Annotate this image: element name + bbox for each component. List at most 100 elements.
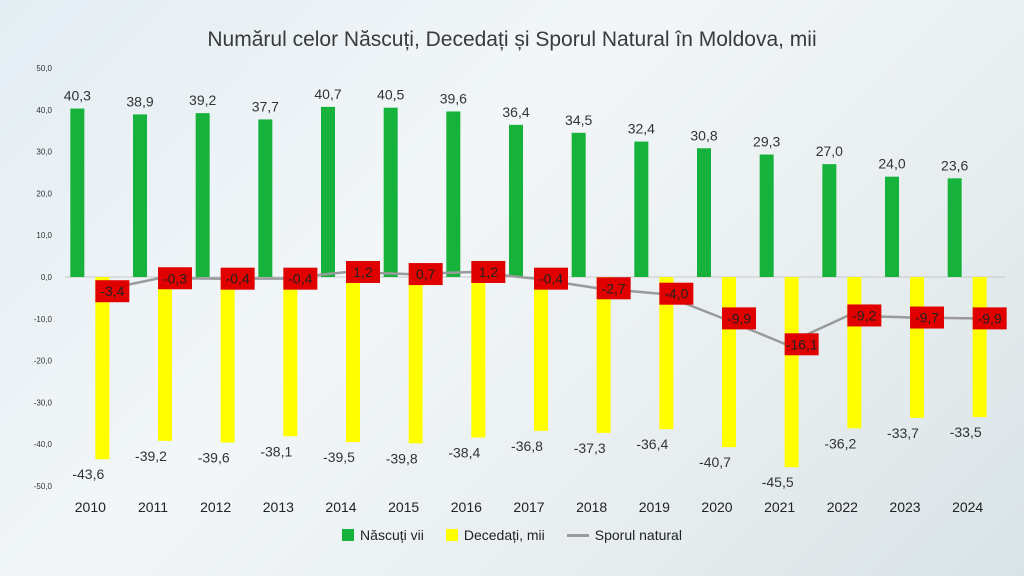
data-label-deaths: -45,5 — [762, 474, 794, 490]
legend-swatch — [566, 533, 589, 537]
bar-born — [885, 176, 899, 277]
data-label-deaths: -36,2 — [824, 435, 856, 451]
bar-deaths — [408, 277, 423, 444]
data-label-deaths: -37,3 — [574, 440, 606, 456]
bar-born — [509, 124, 523, 278]
bar-born — [697, 148, 711, 277]
data-label-deaths: -38,4 — [448, 445, 480, 461]
data-label-deaths: -39,2 — [135, 448, 167, 464]
bar-born — [759, 154, 774, 277]
x-tick-label: 2016 — [451, 499, 482, 515]
legend-label: Decedați, mii — [463, 527, 545, 543]
y-tick-label: 30,0 — [36, 148, 52, 157]
data-label-deaths: -43,6 — [72, 466, 104, 482]
data-label-born: 39,6 — [440, 90, 467, 106]
data-label-box-natural — [346, 260, 380, 283]
y-tick-label: -20,0 — [34, 357, 53, 366]
x-tick-label: 2022 — [827, 499, 858, 515]
y-tick-label: 0,0 — [41, 273, 53, 282]
data-label-natural: -9,9 — [978, 310, 1002, 326]
x-tick-label: 2011 — [138, 499, 168, 515]
x-tick-label: 2017 — [513, 499, 544, 515]
bar-deaths — [910, 277, 924, 418]
data-label-deaths: -39,8 — [386, 450, 418, 466]
bar-deaths — [847, 277, 862, 429]
bar-born — [571, 132, 586, 277]
data-label-natural: 1,2 — [353, 264, 373, 280]
data-label-natural: -9,7 — [915, 310, 939, 326]
data-label-natural: -16,1 — [786, 336, 818, 352]
data-label-box-natural — [596, 277, 631, 300]
bar-born — [70, 108, 85, 278]
bar-deaths — [596, 277, 611, 433]
legend-item: Sporul natural — [566, 527, 682, 543]
data-label-box-natural — [972, 307, 1007, 330]
data-label-natural: -9,9 — [727, 310, 751, 326]
bar-born — [321, 106, 335, 278]
bar-deaths — [534, 277, 548, 431]
x-tick-label: 2014 — [325, 499, 356, 515]
data-label-deaths: -39,6 — [198, 450, 230, 466]
y-tick-label: -30,0 — [34, 398, 53, 407]
bar-deaths — [158, 277, 172, 441]
bar-born — [133, 114, 147, 277]
bar-born — [947, 178, 962, 277]
bar-deaths — [784, 277, 799, 468]
data-label-natural: -0,4 — [226, 271, 250, 287]
x-tick-label: 2023 — [889, 499, 920, 515]
bar-born — [195, 113, 210, 277]
x-tick-label: 2013 — [263, 499, 294, 515]
bar-deaths — [283, 277, 298, 437]
data-label-deaths: -36,8 — [511, 438, 543, 454]
data-label-deaths: -39,5 — [323, 449, 355, 465]
data-label-natural: -9,2 — [852, 307, 876, 323]
data-label-box-natural — [220, 267, 255, 290]
data-label-natural: 1,2 — [479, 264, 499, 280]
data-label-box-natural — [722, 307, 756, 330]
data-label-born: 32,4 — [628, 121, 655, 137]
y-tick-label: 50,0 — [36, 64, 52, 73]
bar-born — [822, 164, 837, 277]
bar-deaths — [972, 277, 987, 418]
bar-born — [446, 111, 461, 277]
legend-item: Decedați, mii — [445, 527, 545, 543]
y-tick-label: -50,0 — [34, 482, 53, 491]
data-label-born: 40,5 — [377, 87, 404, 103]
bar-deaths — [346, 277, 360, 443]
data-label-deaths: -36,4 — [636, 436, 668, 452]
y-tick-label: -10,0 — [34, 315, 53, 324]
data-label-box-natural — [784, 333, 819, 356]
x-tick-label: 2021 — [764, 499, 795, 515]
x-tick-label: 2012 — [200, 499, 231, 515]
data-label-born: 24,0 — [878, 156, 905, 172]
data-label-deaths: -40,7 — [699, 454, 731, 470]
data-label-box-natural — [534, 267, 568, 290]
bar-born — [258, 119, 273, 277]
legend-swatch — [342, 529, 355, 541]
bar-deaths — [722, 277, 736, 448]
data-label-born: 36,4 — [502, 104, 529, 120]
data-label-box-natural — [471, 260, 506, 283]
bar-deaths — [220, 277, 235, 443]
data-label-born: 40,3 — [64, 88, 91, 104]
x-tick-label: 2024 — [952, 499, 983, 515]
data-label-box-natural — [158, 267, 192, 290]
bar-deaths — [659, 277, 674, 430]
legend-label: Sporul natural — [594, 527, 682, 543]
data-label-deaths: -38,1 — [260, 443, 292, 459]
y-tick-label: 20,0 — [36, 189, 52, 198]
data-label-born: 30,8 — [690, 127, 717, 143]
x-tick-label: 2020 — [701, 499, 732, 515]
data-label-box-natural — [408, 263, 443, 286]
data-label-box-natural — [847, 304, 882, 327]
data-label-born: 39,2 — [189, 92, 216, 108]
y-tick-label: -40,0 — [34, 440, 53, 449]
data-label-box-natural — [659, 282, 694, 305]
data-label-natural: -0,3 — [163, 270, 187, 286]
bar-deaths — [95, 277, 110, 460]
data-label-born: 34,5 — [565, 112, 592, 128]
y-tick-label: 40,0 — [36, 106, 52, 115]
legend-item: Născuți vii — [342, 527, 424, 543]
data-label-born: 38,9 — [126, 93, 153, 109]
